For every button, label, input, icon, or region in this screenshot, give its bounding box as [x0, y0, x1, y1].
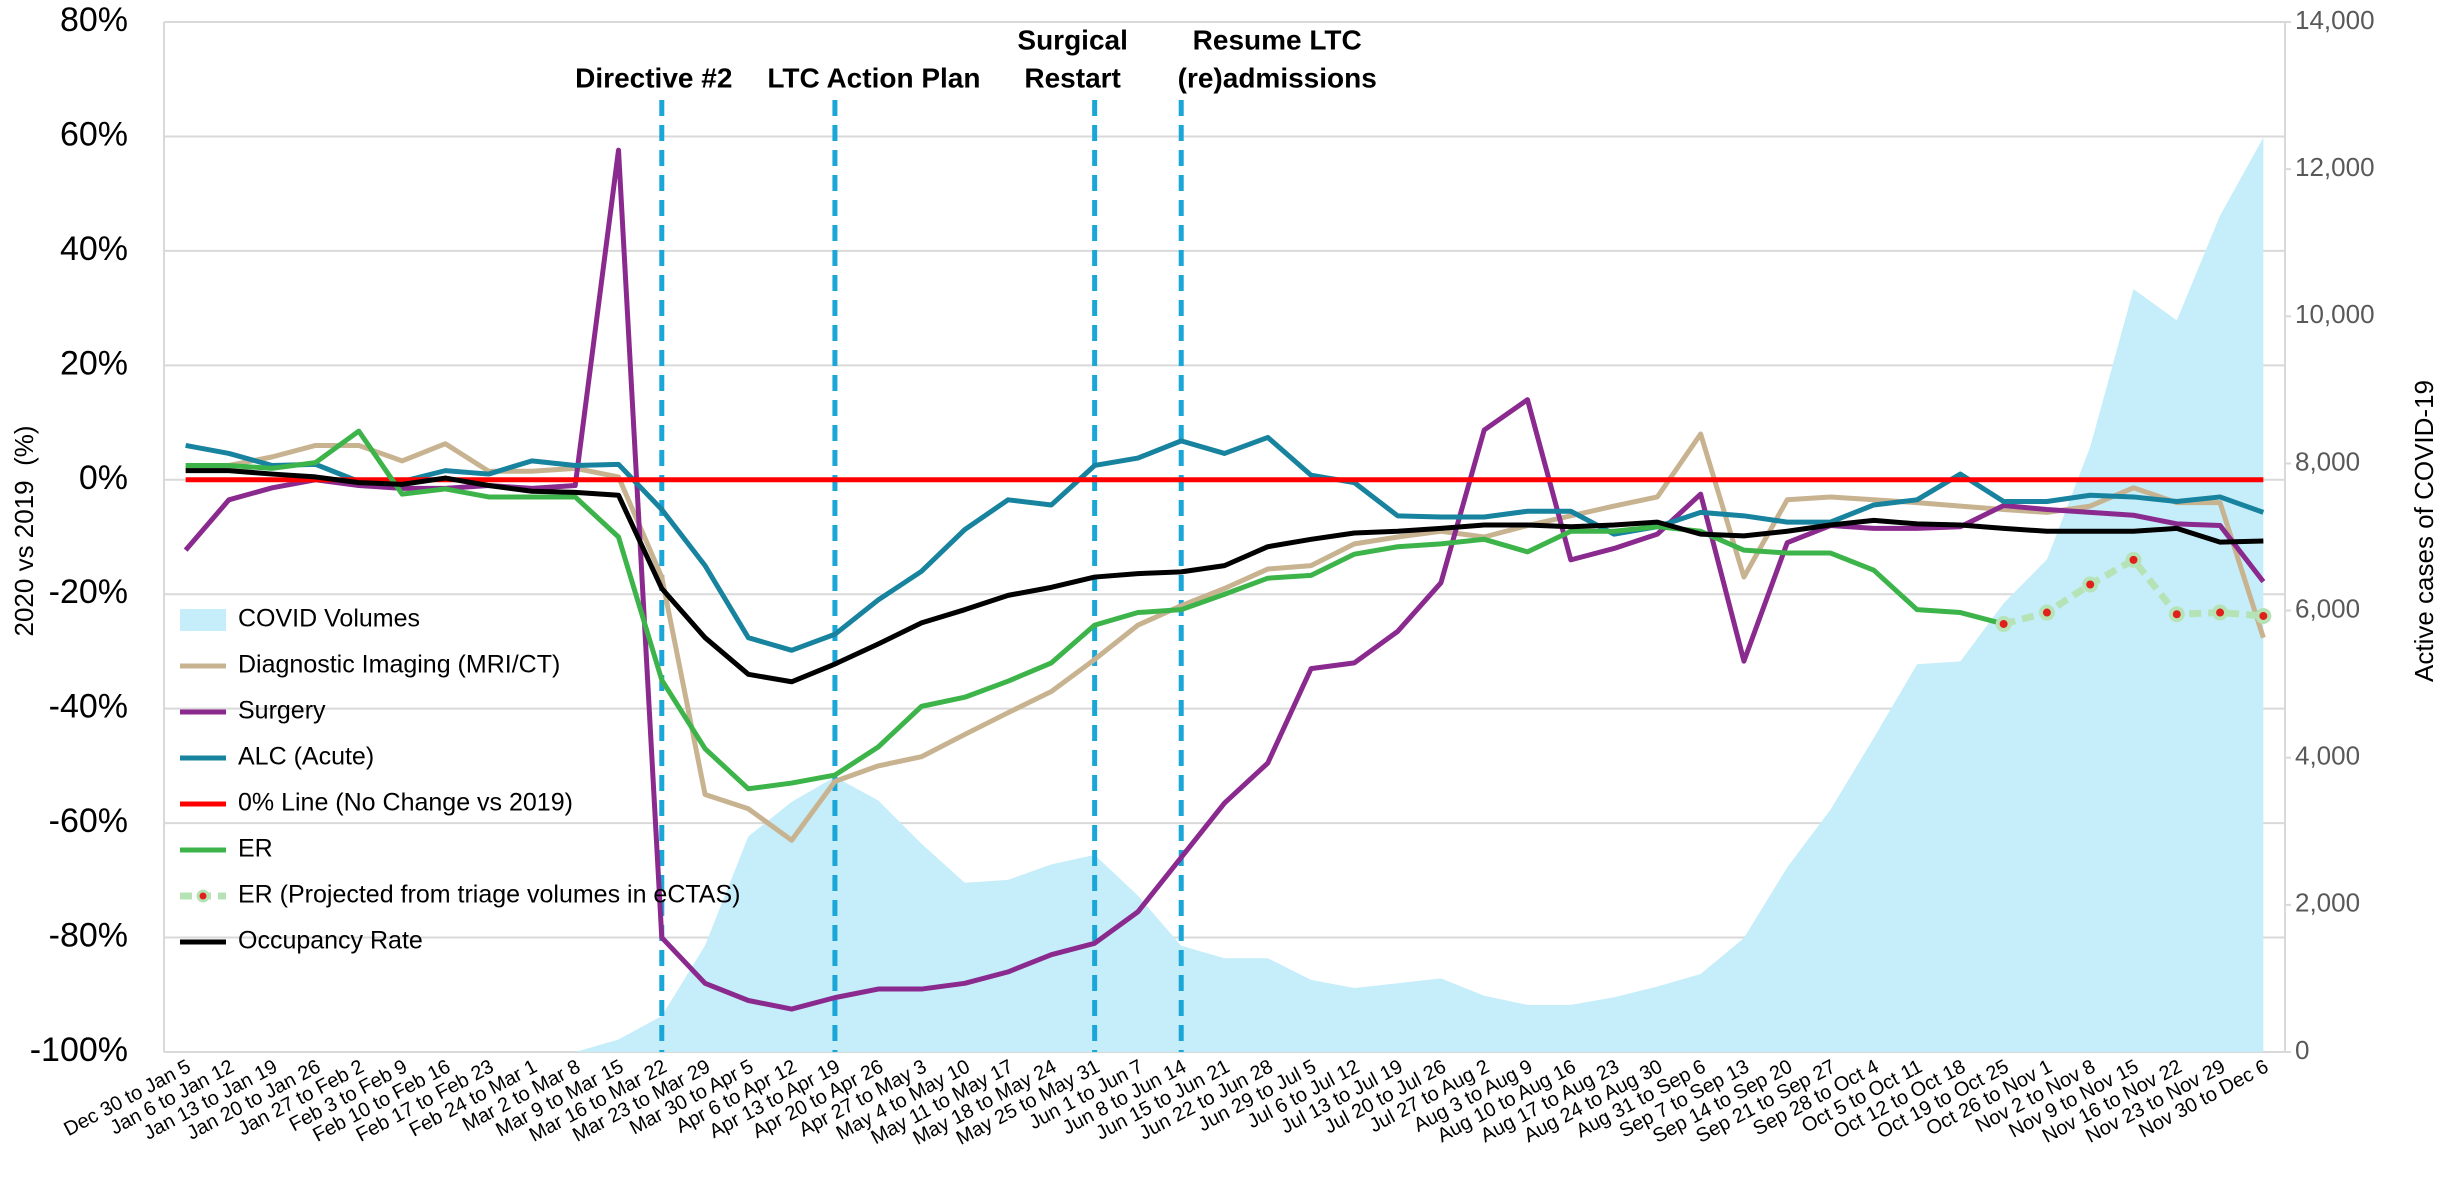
- y-tick-label: 80%: [60, 1, 128, 39]
- legend-label: Surgery: [238, 697, 326, 725]
- legend-label: Diagnostic Imaging (MRI/CT): [238, 651, 560, 679]
- legend-label: 0% Line (No Change vs 2019): [238, 789, 573, 817]
- y-axis-label: 2020 vs 2019 (%): [9, 425, 39, 636]
- y-tick-label: 60%: [60, 115, 128, 153]
- legend-label: COVID Volumes: [238, 605, 420, 633]
- y-tick-label: -80%: [49, 917, 128, 955]
- annotation-label: (re)admissions: [1178, 62, 1377, 93]
- legend-label: Occupancy Rate: [238, 927, 423, 955]
- marker: [2212, 604, 2229, 621]
- legend-swatch: [180, 609, 226, 631]
- y2-tick-label: 2,000: [2295, 888, 2360, 918]
- y2-tick-label: 0: [2295, 1035, 2309, 1065]
- y-tick-label: -20%: [49, 573, 128, 611]
- y2-tick-label: 12,000: [2295, 152, 2375, 182]
- y2-tick-label: 6,000: [2295, 593, 2360, 623]
- line: [185, 434, 2265, 653]
- legend-label: ER (Projected from triage volumes in eCT…: [238, 881, 740, 909]
- y2-tick-label: 10,000: [2295, 299, 2375, 329]
- marker: [2038, 604, 2055, 621]
- line: [183, 147, 2266, 1012]
- legend-label: ER: [238, 835, 273, 863]
- marker: [2082, 576, 2099, 593]
- annotation-label: Directive #2: [575, 62, 732, 93]
- line: [185, 468, 2264, 685]
- marker: [2255, 607, 2272, 624]
- y-tick-label: 40%: [60, 230, 128, 268]
- marker: [2168, 606, 2185, 623]
- annotation-label: Surgical: [1017, 24, 1127, 55]
- line: [185, 428, 2005, 792]
- marker: [1995, 615, 2012, 632]
- y-tick-label: -60%: [49, 802, 128, 840]
- line: [185, 431, 2266, 843]
- annotation-label: Resume LTC: [1193, 24, 1362, 55]
- annotation-label: Restart: [1024, 62, 1120, 93]
- legend-marker: [196, 889, 210, 903]
- y-tick-label: 0%: [79, 459, 128, 497]
- y2-tick-label: 14,000: [2295, 5, 2375, 35]
- y-tick-label: 20%: [60, 344, 128, 382]
- area: [185, 137, 2264, 1052]
- y2-tick-label: 8,000: [2295, 446, 2360, 476]
- annotation-label: LTC Action Plan: [767, 62, 980, 93]
- y-tick-label: -40%: [49, 688, 128, 726]
- y2-tick-label: 4,000: [2295, 741, 2360, 771]
- y2-axis-label: Active cases of COVID-19: [2409, 380, 2439, 682]
- legend-label: ALC (Acute): [238, 743, 374, 771]
- marker: [2125, 551, 2142, 568]
- y-tick-label: -100%: [30, 1031, 128, 1069]
